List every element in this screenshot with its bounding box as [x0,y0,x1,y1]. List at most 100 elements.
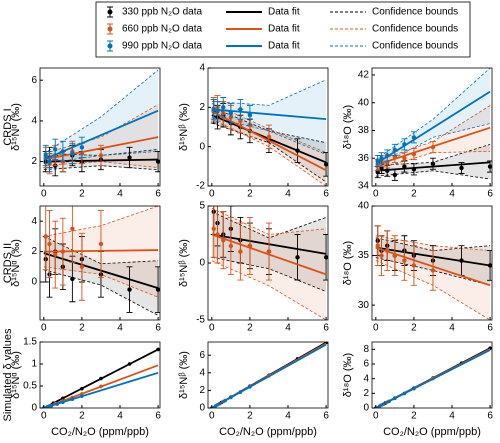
data-point [70,276,75,282]
legend-label: 990 ppb N₂O data [122,41,202,52]
fit-line [375,349,491,408]
legend-label: Data fit [268,24,300,35]
row-label: Simulated δ values [2,328,14,421]
x-tick-label: 0 [41,323,47,334]
fit-line [375,126,491,167]
data-point [43,153,48,158]
data-point [155,159,160,164]
confidence-bound [43,269,159,316]
x-tick-label: 2 [79,189,85,200]
y-tick-label: -5 [196,315,205,326]
x-tick-label: 2 [247,411,253,422]
y-tick-label: 1.5 [23,337,37,348]
legend-box [95,1,471,58]
x-tick-label: 6 [323,323,329,334]
data-point [127,287,132,292]
plot-frame [39,205,161,321]
legend-marker [107,43,113,49]
data-point [127,155,132,160]
y-tick-label: 1 [31,359,37,370]
x-tick-label: 0 [373,411,379,422]
plot-frame [207,205,329,321]
x-tick-label: 0 [209,189,215,200]
y-tick-label: 40 [358,97,370,108]
x-tick-label: 4 [117,411,123,422]
y-tick-label: 8 [363,344,369,355]
data-point [411,263,417,268]
x-tick-label: 6 [323,411,329,422]
x-tick-label: 0 [41,189,47,200]
y-axis-label: δ¹⁸O (‰) [342,353,354,397]
data-point [53,147,58,152]
y-axis-label: δ¹⁵Nᵝ (‰) [178,351,190,399]
data-point [79,145,85,150]
data-point [238,249,243,254]
plot-area [210,206,328,320]
plot-area [42,69,160,177]
fit-line [43,371,159,408]
legend-label: Confidence bounds [372,7,458,18]
confidence-bound [375,150,491,170]
fit-line [211,233,327,276]
x-tick-label: 4 [285,323,291,334]
confidence-bound [375,68,491,160]
x-tick-label: 4 [449,411,455,422]
plot-frame [371,205,493,321]
data-point [247,113,253,118]
data-point [430,161,436,166]
x-tick-label: 0 [209,411,215,422]
confidence-bound [375,257,491,286]
data-point [43,234,48,239]
legend-marker [107,26,113,32]
plot-area [42,206,160,316]
data-point [70,151,75,156]
data-point [211,226,216,231]
y-tick-label: 4 [31,216,37,227]
legend-label: Data fit [268,41,300,52]
data-point [266,134,272,140]
x-tick-label: 6 [323,189,329,200]
data-point [266,249,272,254]
y-tick-label: 4 [31,116,37,127]
data-point [402,156,407,161]
confidence-bound [375,237,491,252]
x-tick-label: 2 [411,323,417,334]
fit-line [43,249,159,253]
data-point [430,268,436,273]
fit-line [211,343,327,408]
y-tick-label: 4 [199,367,205,378]
confidence-band [211,79,327,155]
y-tick-label: 35 [358,250,370,261]
plot-frame [371,341,493,409]
data-point [47,159,52,164]
y-tick-label: 36 [358,153,370,164]
y-tick-label: 0 [363,403,369,414]
plot-area [374,68,492,181]
plot-area [42,347,160,408]
data-point [238,118,243,124]
plot-area [210,342,328,408]
y-tick-label: 2 [31,246,37,257]
data-point [47,241,52,247]
x-tick-label: 4 [449,189,455,200]
y-tick-label: 0 [31,277,37,288]
x-tick-label: 4 [117,189,123,200]
x-tick-label: 2 [411,411,417,422]
data-point [379,253,384,258]
y-tick-label: 30 [358,300,370,311]
data-point [98,153,104,158]
y-tick-label: 2 [199,385,205,396]
x-tick-label: 0 [209,323,215,334]
x-tick-label: 6 [155,189,161,200]
y-tick-label: 2 [363,388,369,399]
x-axis-label: CO₂/N₂O (ppm/ppb) [51,426,149,438]
fit-line [43,348,159,408]
x-tick-label: 4 [449,323,455,334]
row-label: CRDS I [2,108,14,145]
y-tick-label: 42 [358,70,370,81]
y-tick-label: 0 [199,141,205,152]
x-tick-label: 6 [155,411,161,422]
x-tick-label: 2 [79,323,85,334]
row-label: CRDS II [2,243,14,283]
